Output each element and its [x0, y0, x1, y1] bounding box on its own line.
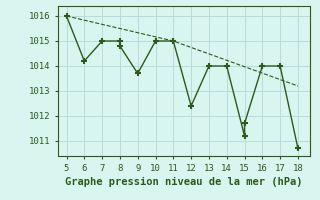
X-axis label: Graphe pression niveau de la mer (hPa): Graphe pression niveau de la mer (hPa)	[65, 177, 303, 187]
